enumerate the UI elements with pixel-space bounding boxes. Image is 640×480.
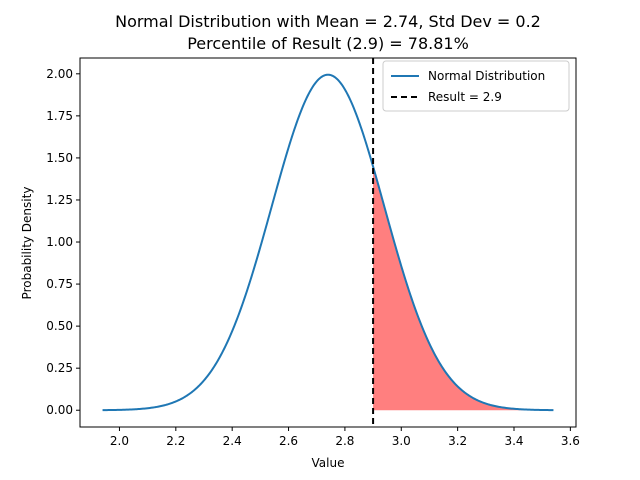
y-tick-label: 1.75 (46, 109, 73, 123)
plot-area (102, 58, 554, 427)
y-tick-label: 2.00 (46, 67, 73, 81)
y-tick-label: 1.00 (46, 235, 73, 249)
chart-title-line-1: Normal Distribution with Mean = 2.74, St… (115, 12, 541, 31)
y-tick-label: 0.50 (46, 319, 73, 333)
legend-label-result: Result = 2.9 (428, 90, 502, 104)
x-tick-label: 2.4 (223, 434, 242, 448)
y-tick-label: 0.25 (46, 361, 73, 375)
x-tick-label: 3.2 (448, 434, 467, 448)
normal-distribution-curve (102, 73, 554, 412)
axes-frame (79, 57, 577, 428)
legend-label-normal-distribution: Normal Distribution (428, 69, 545, 83)
shaded-area-above-result (373, 166, 554, 411)
legend-frame (382, 60, 570, 112)
x-tick-label: 3.4 (504, 434, 523, 448)
axes: 2.0 2.2 2.4 2.6 2.8 3.0 3.2 3.4 3.6 0.00 0.25 0.50 0… (46, 57, 580, 448)
y-tick-label: 0.75 (46, 277, 73, 291)
y-axis-label: Probability Density (20, 187, 34, 300)
x-tick-label: 3.0 (392, 434, 411, 448)
x-tick-label: 2.8 (335, 434, 354, 448)
x-tick-label: 2.2 (166, 434, 185, 448)
x-axis-label: Value (312, 456, 345, 470)
y-tick-label: 1.50 (46, 151, 73, 165)
x-tick-label: 2.0 (110, 434, 129, 448)
chart-title-line-2: Percentile of Result (2.9) = 78.81% (187, 34, 469, 53)
legend: Normal Distribution Result = 2.9 (382, 60, 570, 112)
y-tick-label: 1.25 (46, 193, 73, 207)
x-tick-label: 2.6 (279, 434, 298, 448)
y-tick-label: 0.00 (46, 403, 73, 417)
x-tick-label: 3.6 (561, 434, 580, 448)
